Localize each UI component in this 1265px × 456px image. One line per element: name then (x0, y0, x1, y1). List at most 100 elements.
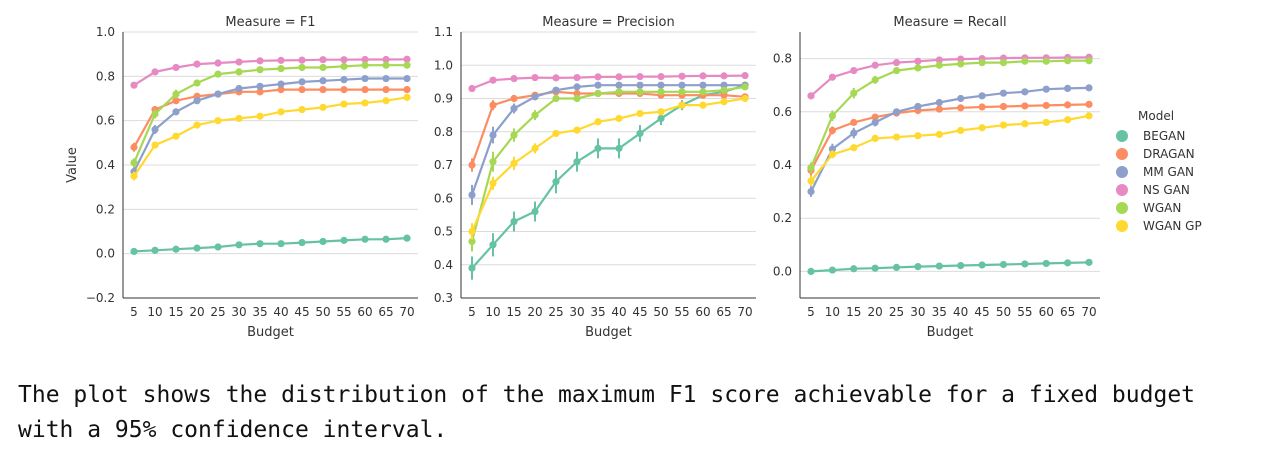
data-point (594, 118, 602, 126)
data-point (298, 86, 306, 94)
data-point (935, 98, 943, 107)
data-point (1021, 260, 1029, 268)
data-point (552, 94, 560, 103)
data-point (1042, 118, 1050, 127)
series-mm-gan (130, 74, 411, 177)
data-point (256, 82, 264, 90)
x-axis-label: Budget (247, 325, 294, 340)
data-point (361, 235, 369, 243)
x-tick-label: 40 (953, 305, 968, 319)
data-point (636, 72, 644, 81)
data-point (999, 58, 1008, 67)
data-point (807, 177, 815, 185)
y-axis-label: Value (65, 147, 80, 183)
x-axis-label: Budget (585, 325, 632, 340)
data-point (277, 240, 285, 248)
data-point (807, 267, 815, 275)
data-point (594, 81, 602, 89)
data-point (403, 55, 411, 63)
legend-label-wgan-gp: WGAN GP (1143, 219, 1202, 233)
legend-label-dragan: DRAGAN (1143, 147, 1195, 161)
data-point (361, 99, 369, 107)
data-point (699, 72, 707, 80)
data-point (193, 79, 201, 87)
series-line-began (471, 84, 746, 269)
data-point (130, 143, 138, 151)
x-tick-label: 25 (548, 305, 563, 319)
data-point (382, 61, 390, 69)
data-point (319, 56, 327, 64)
x-tick-label: 5 (807, 305, 815, 319)
x-tick-label: 20 (527, 305, 542, 319)
y-tick-label: 0.2 (96, 202, 115, 216)
x-tick-label: 65 (1060, 305, 1075, 319)
data-point (871, 134, 879, 142)
data-point (298, 63, 306, 72)
data-point (277, 108, 285, 116)
data-point (340, 100, 348, 108)
legend-label-ns-gan: NS GAN (1143, 183, 1190, 197)
x-tick-label: 60 (695, 305, 710, 319)
data-point (489, 76, 497, 84)
x-axis-label: Budget (927, 325, 974, 340)
x-tick-label: 60 (357, 305, 372, 319)
data-point (615, 81, 623, 89)
data-point (340, 62, 348, 70)
y-tick-label: 0.2 (773, 211, 792, 225)
data-point (720, 98, 728, 106)
data-point (172, 97, 180, 105)
data-point (720, 86, 728, 94)
data-point (720, 81, 728, 89)
data-point (573, 158, 581, 166)
data-point (382, 97, 390, 105)
x-tick-label: 15 (168, 305, 183, 319)
data-point (277, 86, 285, 94)
data-point (720, 91, 728, 99)
data-point (828, 73, 836, 81)
x-tick-label: 40 (273, 305, 288, 319)
data-point (340, 86, 348, 94)
figure-caption: The plot shows the distribution of the m… (18, 382, 1196, 443)
data-point (573, 94, 581, 103)
data-point (657, 81, 665, 89)
data-point (531, 111, 539, 119)
x-tick-label: 50 (315, 305, 330, 319)
data-point (828, 150, 836, 158)
y-tick-label: 0.6 (434, 191, 453, 205)
data-point (935, 56, 943, 64)
data-point (468, 161, 476, 169)
data-point (1064, 259, 1072, 267)
x-tick-label: 35 (932, 305, 947, 319)
series-line-wgan (809, 59, 1089, 169)
x-tick-label: 20 (189, 305, 204, 319)
x-tick-label: 5 (468, 305, 476, 319)
data-point (678, 88, 686, 96)
data-point (741, 83, 749, 91)
y-tick-label: 0.8 (96, 69, 115, 83)
data-point (720, 72, 728, 80)
data-point (214, 117, 222, 125)
x-tick-label: 60 (1039, 305, 1054, 319)
data-point (615, 73, 623, 81)
data-point (699, 88, 707, 96)
data-point (636, 129, 644, 138)
x-tick-label: 10 (147, 305, 162, 319)
series-ns-gan (468, 71, 749, 93)
data-point (277, 80, 285, 88)
data-point (741, 71, 749, 80)
data-point (573, 73, 581, 82)
legend: Model BEGAN DRAGAN MM GAN NS GAN WGAN WGAN GP (1116, 109, 1202, 233)
x-tick-label: 20 (868, 305, 883, 319)
data-point (319, 77, 327, 85)
data-point (615, 114, 623, 123)
series-dragan (468, 88, 749, 172)
data-point (1085, 100, 1093, 108)
legend-marker-dragan (1116, 148, 1128, 160)
series-line-wgan-gp (810, 114, 1090, 182)
y-tick-label: 0.9 (434, 92, 453, 106)
data-point (999, 260, 1008, 269)
data-point (871, 118, 879, 127)
data-point (1064, 101, 1072, 109)
data-point (510, 131, 518, 139)
y-tick-label: 0.8 (434, 125, 453, 139)
